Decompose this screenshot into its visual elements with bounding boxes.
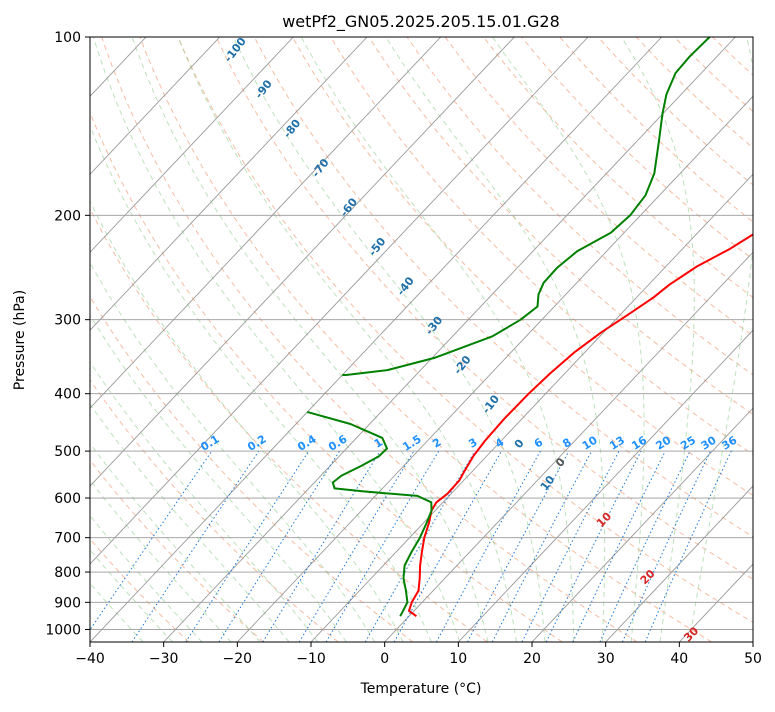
x-tick-label: −20 <box>223 651 253 667</box>
y-tick-label: 100 <box>54 30 81 46</box>
y-tick-label: 500 <box>54 444 81 460</box>
x-tick-label: −40 <box>75 651 105 667</box>
x-tick-label: −10 <box>296 651 326 667</box>
chart-title: wetPf2_GN05.2025.205.15.01.G28 <box>282 12 560 32</box>
x-tick-label: 30 <box>597 651 615 667</box>
x-tick-label: 10 <box>449 651 467 667</box>
y-tick-label: 400 <box>54 387 81 403</box>
x-tick-label: 40 <box>670 651 688 667</box>
x-tick-label: 0 <box>380 651 389 667</box>
y-tick-label: 600 <box>54 491 81 507</box>
y-axis-label: Pressure (hPa) <box>12 290 28 390</box>
y-tick-label: 700 <box>54 531 81 547</box>
x-tick-label: 20 <box>523 651 541 667</box>
y-tick-label: 300 <box>54 313 81 329</box>
x-axis-label: Temperature (°C) <box>360 681 482 697</box>
y-tick-label: 1000 <box>45 622 81 638</box>
x-tick-label: −30 <box>149 651 179 667</box>
y-tick-label: 800 <box>54 565 81 581</box>
x-tick-label: 50 <box>744 651 762 667</box>
y-tick-label: 200 <box>54 208 81 224</box>
y-tick-label: 900 <box>54 595 81 611</box>
